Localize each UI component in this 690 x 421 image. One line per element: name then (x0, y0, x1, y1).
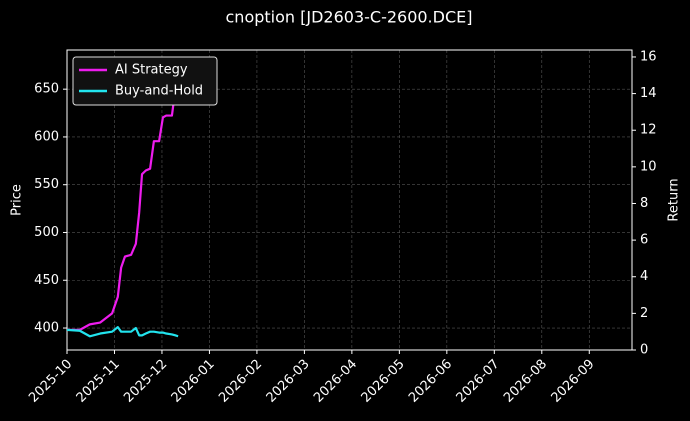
y-tick-label: 600 (34, 129, 59, 144)
x-tick-label: 2026-01 (169, 357, 218, 406)
y2-axis-label: Return (667, 178, 682, 221)
y-tick-label: 550 (34, 177, 59, 192)
x-tick-label: 2026-03 (264, 357, 313, 406)
x-tick-label: 2026-07 (454, 357, 503, 406)
legend-box (72, 56, 218, 106)
y2-tick-label: 8 (640, 196, 648, 211)
legend-label: Buy-and-Hold (115, 84, 203, 99)
series-line (66, 326, 179, 338)
x-tick-label: 2026-04 (311, 357, 360, 406)
y2-tick-label: 12 (640, 123, 657, 138)
x-tick-label: 2025-11 (74, 357, 123, 406)
y2-tick-label: 0 (640, 343, 648, 358)
x-tick-label: 2026-06 (406, 357, 455, 406)
x-tick-label: 2026-09 (549, 357, 598, 406)
y-tick-label: 650 (34, 82, 59, 97)
y2-tick-label: 6 (640, 233, 648, 248)
x-tick-label: 2026-05 (359, 357, 408, 406)
y-axis-label: Price (10, 184, 25, 216)
plot-frame (66, 49, 633, 351)
y-tick-label: 450 (34, 273, 59, 288)
chart-title: cnoption [JD2603-C-2600.DCE] (226, 8, 473, 27)
x-tick-label: 2025-10 (26, 357, 75, 406)
y2-tick-label: 16 (640, 49, 657, 64)
series-line (67, 64, 180, 331)
y-tick-label: 400 (34, 321, 59, 336)
legend-label: AI Strategy (115, 63, 188, 78)
y2-tick-label: 10 (640, 159, 657, 174)
y-tick-label: 500 (34, 225, 59, 240)
x-tick-label: 2026-02 (216, 357, 265, 406)
x-tick-label: 2025-12 (121, 357, 170, 406)
legend: AI Strategy Buy-and-Hold (72, 56, 218, 106)
y2-tick-label: 14 (640, 86, 657, 101)
y2-tick-label: 2 (640, 306, 648, 321)
x-tick-label: 2026-08 (501, 357, 550, 406)
y2-tick-label: 4 (640, 269, 648, 284)
